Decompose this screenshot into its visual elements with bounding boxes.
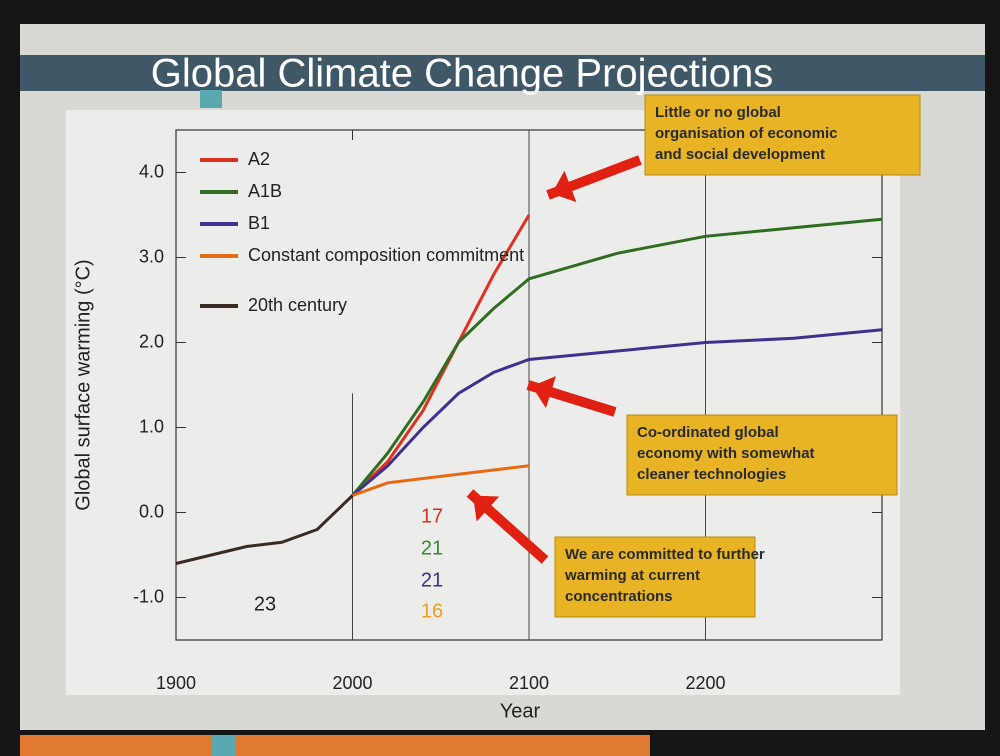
y-tick-label: 4.0 [139, 161, 164, 181]
annotation-text: organisation of economic [655, 125, 838, 142]
y-tick-label: 0.0 [139, 501, 164, 521]
footer-bar [20, 735, 650, 756]
chart-title: Global Climate Change Projections [151, 52, 774, 96]
annotation-text: economy with somewhat [637, 445, 815, 462]
legend-label: A2 [248, 149, 270, 169]
model-count: 17 [421, 505, 443, 527]
y-tick-label: -1.0 [133, 586, 164, 606]
annotation-text: cleaner technologies [637, 466, 786, 483]
annotation-text: Little or no global [655, 104, 781, 121]
y-tick-label: 1.0 [139, 416, 164, 436]
legend-label: Constant composition commitment [248, 245, 524, 265]
chart-panel [66, 110, 900, 695]
model-count: 16 [421, 600, 443, 622]
annotation-text: warming at current [564, 567, 700, 584]
annotation-text: Co-ordinated global [637, 424, 779, 441]
legend-label: A1B [248, 181, 282, 201]
annotation-text: We are committed to further [565, 546, 765, 563]
legend-label: 20th century [248, 295, 347, 315]
annotation-text: concentrations [565, 588, 673, 605]
x-axis-label: Year [500, 700, 541, 722]
model-count: 21 [421, 569, 443, 591]
x-tick-label: 2100 [509, 673, 549, 693]
legend-label: B1 [248, 213, 270, 233]
annotation-text: and social development [655, 146, 825, 163]
decoration [212, 735, 236, 756]
model-count: 23 [254, 593, 276, 615]
y-axis-label: Global surface warming (°C) [72, 259, 94, 510]
x-tick-label: 1900 [156, 673, 196, 693]
model-count: 21 [421, 537, 443, 559]
x-tick-label: 2200 [685, 673, 725, 693]
y-tick-label: 3.0 [139, 246, 164, 266]
x-tick-label: 2000 [332, 673, 372, 693]
y-tick-label: 2.0 [139, 331, 164, 351]
slide-photo: Global Climate Change Projections Year G… [0, 0, 1000, 756]
